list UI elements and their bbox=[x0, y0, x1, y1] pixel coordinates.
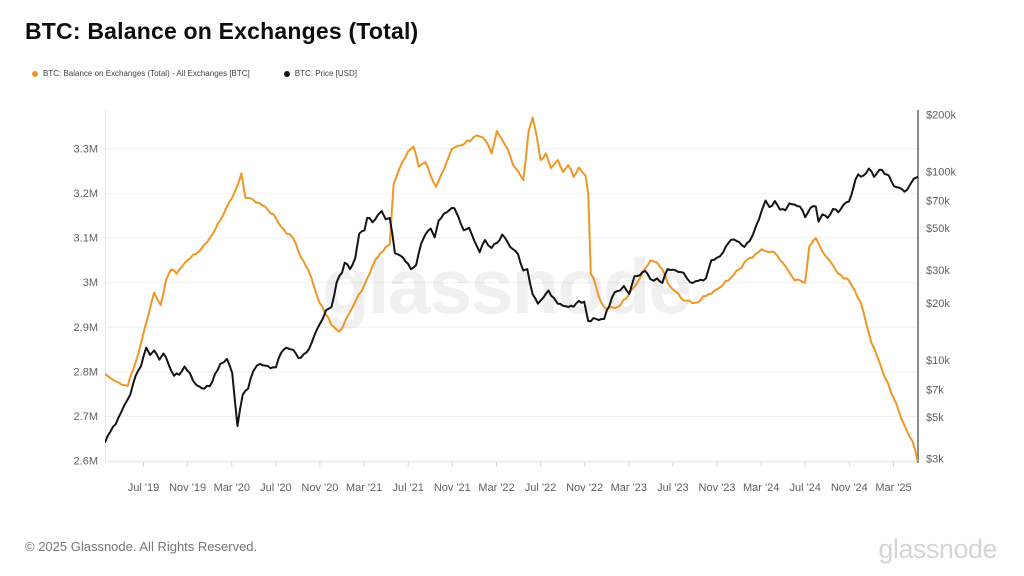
price-series-dot-icon bbox=[283, 70, 290, 77]
y-right-tick-label: $200k bbox=[926, 110, 956, 122]
y-left-tick-label: 2.6M bbox=[74, 456, 98, 468]
glassnode-watermark: glassnode bbox=[322, 242, 690, 330]
x-tick-label: Jul '24 bbox=[789, 482, 820, 494]
legend-item-balance[interactable]: BTC: Balance on Exchanges (Total) - All … bbox=[32, 69, 250, 78]
x-tick-label: Jul '23 bbox=[657, 482, 688, 494]
legend-item-balance-label: BTC: Balance on Exchanges (Total) - All … bbox=[43, 69, 250, 78]
y-right-tick-label: $7k bbox=[926, 384, 944, 396]
x-tick-label: Jul '19 bbox=[128, 482, 159, 494]
y-left-tick-label: 2.8M bbox=[74, 366, 98, 378]
chart-legend: BTC: Balance on Exchanges (Total) - All … bbox=[32, 69, 391, 78]
y-left-tick-label: 3.2M bbox=[74, 188, 98, 200]
x-tick-label: Nov '21 bbox=[434, 482, 471, 494]
copyright-text: © 2025 Glassnode. All Rights Reserved. bbox=[25, 539, 258, 554]
x-tick-label: Mar '21 bbox=[346, 482, 382, 494]
y-right-tick-label: $3k bbox=[926, 454, 944, 466]
plot-area[interactable] bbox=[105, 110, 918, 462]
balance-series-line bbox=[105, 116, 918, 463]
x-tick-label: Mar '20 bbox=[214, 482, 250, 494]
y-left-tick-label: 3.3M bbox=[74, 143, 98, 155]
legend-item-price-label: BTC: Price [USD] bbox=[294, 69, 357, 78]
y-right-tick-label: $10k bbox=[926, 355, 950, 367]
y-left-tick-label: 3.1M bbox=[74, 233, 98, 245]
x-tick-label: Jul '22 bbox=[525, 482, 556, 494]
x-tick-label: Nov '23 bbox=[699, 482, 736, 494]
x-tick-label: Mar '23 bbox=[611, 482, 647, 494]
y-right-tick-label: $100k bbox=[926, 166, 956, 178]
y-left-tick-label: 2.7M bbox=[74, 411, 98, 423]
y-left-tick-label: 2.9M bbox=[74, 322, 98, 334]
x-tick-label: Nov '22 bbox=[566, 482, 603, 494]
y-right-tick-label: $20k bbox=[926, 298, 950, 310]
x-tick-label: Nov '24 bbox=[831, 482, 868, 494]
x-tick-label: Nov '19 bbox=[169, 482, 206, 494]
y-right-tick-label: $50k bbox=[926, 223, 950, 235]
legend-item-price[interactable]: BTC: Price [USD] bbox=[283, 69, 357, 78]
y-right-tick-label: $30k bbox=[926, 265, 950, 277]
page-title: BTC: Balance on Exchanges (Total) bbox=[25, 18, 419, 44]
glassnode-logo: glassnode bbox=[878, 534, 997, 564]
x-tick-label: Mar '22 bbox=[478, 482, 514, 494]
x-tick-label: Nov '20 bbox=[301, 482, 338, 494]
balance-series-dot-icon bbox=[32, 70, 38, 77]
y-right-tick-label: $5k bbox=[926, 412, 944, 424]
price-series-line bbox=[105, 167, 918, 443]
x-tick-label: Mar '25 bbox=[875, 482, 911, 494]
x-tick-label: Mar '24 bbox=[743, 482, 779, 494]
x-tick-label: Jul '21 bbox=[392, 482, 423, 494]
y-right-tick-label: $70k bbox=[926, 196, 950, 208]
y-left-tick-label: 3M bbox=[83, 277, 98, 289]
x-tick-label: Jul '20 bbox=[260, 482, 291, 494]
